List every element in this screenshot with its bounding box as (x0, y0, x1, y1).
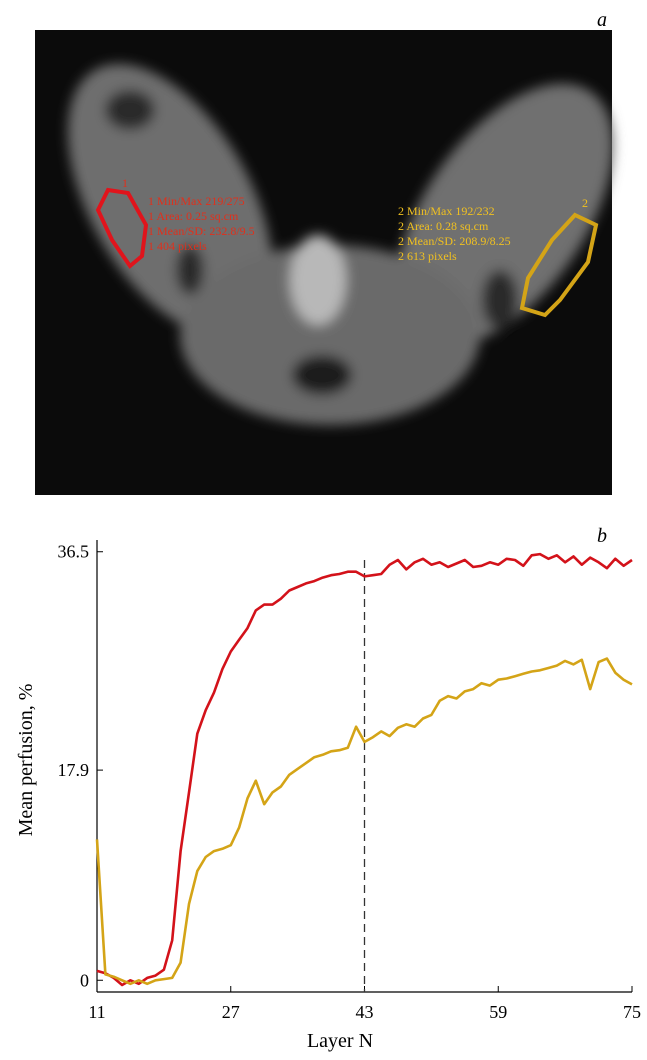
x-axis-label: Layer N (307, 1030, 373, 1052)
roi-stat: 2 Mean/SD: 208.9/8.25 (398, 234, 511, 248)
y-tick-label: 17.9 (58, 760, 90, 780)
roi-stat: 1 Min/Max 219/275 (148, 194, 245, 208)
roi-stat: 1 Mean/SD: 232.8/9.5 (148, 224, 255, 238)
mri-image (26, 30, 647, 495)
y-tick-label: 36.5 (58, 542, 90, 562)
x-tick-label: 27 (222, 1002, 240, 1022)
roi-stat: 1 Area: 0.25 sq.cm (148, 209, 239, 223)
figure: a 1 1 Min/Max 219/275 1 Area: 0.25 sq.cm… (0, 0, 647, 1055)
y-tick-label: 0 (80, 970, 89, 990)
roi-stat: 2 613 pixels (398, 249, 457, 263)
roi-stat: 1 404 pixels (148, 239, 207, 253)
panel-label: a (597, 9, 607, 31)
roi-stat: 2 Min/Max 192/232 (398, 204, 495, 218)
roi-stat: 2 Area: 0.28 sq.cm (398, 219, 489, 233)
panel-label: b (597, 525, 607, 547)
roi-label: 1 (122, 176, 128, 190)
x-tick-label: 11 (88, 1002, 105, 1022)
x-tick-label: 75 (623, 1002, 641, 1022)
x-tick-label: 59 (489, 1002, 507, 1022)
roi-label: 2 (582, 196, 588, 210)
x-tick-label: 43 (356, 1002, 374, 1022)
y-axis-label: Mean perfusion, % (15, 684, 37, 837)
